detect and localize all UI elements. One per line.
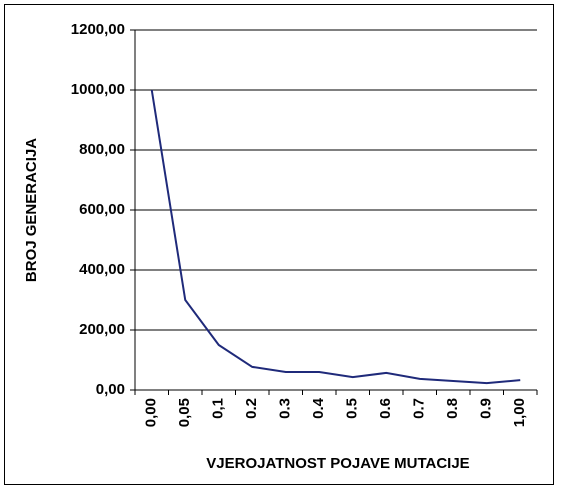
data-line (150, 89, 521, 385)
chart-frame (4, 4, 554, 485)
y-tick-label: 400,00 (79, 261, 125, 278)
x-tick-label: 0.8 (444, 398, 461, 419)
y-axis-title: BROJ GENERACIJA (23, 138, 40, 282)
x-tick-label: 0.6 (377, 398, 394, 419)
y-tick-label: 200,00 (79, 321, 125, 338)
x-tick-label: 0,1 (210, 398, 227, 419)
y-tick-label: 0,00 (96, 381, 125, 398)
x-tick-label: 0,05 (176, 398, 193, 427)
x-tick-label: 0.4 (310, 397, 327, 419)
x-tick-label: 0.3 (277, 398, 294, 419)
x-axis-title: VJEROJATNOST POJAVE MUTACIJE (206, 455, 469, 472)
y-tick-label: 1200,00 (71, 21, 125, 38)
y-tick-label: 600,00 (79, 201, 125, 218)
y-tick-label: 800,00 (79, 141, 125, 158)
x-tick-label: 1,00 (511, 398, 528, 427)
x-tick-label: 0.2 (243, 398, 260, 419)
y-tick-label: 1000,00 (71, 81, 125, 98)
x-tick-label: 0,00 (143, 398, 160, 427)
x-tick-label: 0.9 (478, 398, 495, 419)
x-tick-label: 0.7 (411, 398, 428, 419)
x-tick-label: 0.5 (344, 398, 361, 419)
